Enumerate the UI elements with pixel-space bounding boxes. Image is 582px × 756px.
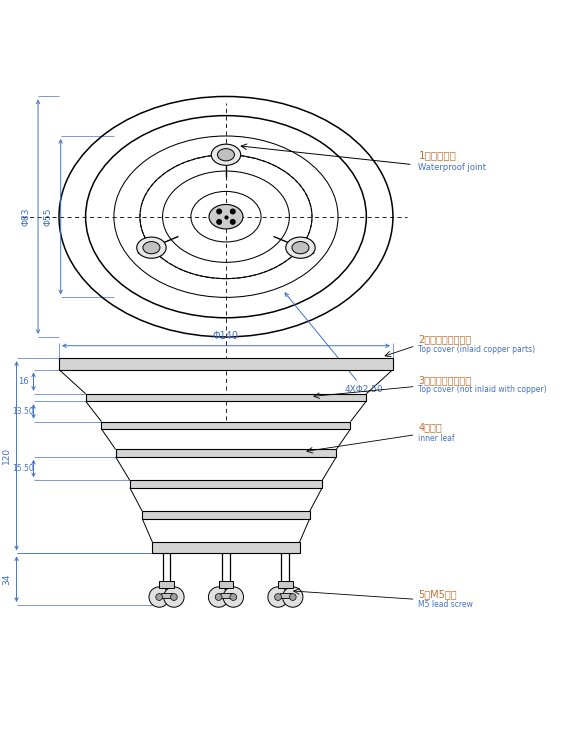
Text: Φ55: Φ55 — [44, 207, 53, 226]
Text: Top cover (not inlaid with copper): Top cover (not inlaid with copper) — [418, 386, 547, 395]
Text: 4、内叶: 4、内叶 — [418, 423, 442, 432]
Ellipse shape — [211, 144, 241, 166]
Ellipse shape — [292, 242, 309, 254]
Text: 34: 34 — [2, 574, 11, 585]
Bar — [159, 581, 174, 588]
Circle shape — [230, 593, 237, 600]
Bar — [59, 358, 393, 370]
Ellipse shape — [137, 237, 166, 259]
Circle shape — [215, 593, 222, 600]
Ellipse shape — [218, 149, 235, 161]
Text: Φ140: Φ140 — [213, 330, 239, 341]
Text: inner leaf: inner leaf — [418, 433, 455, 442]
Circle shape — [217, 209, 221, 214]
Circle shape — [283, 587, 303, 607]
Text: 5、M5丝杆: 5、M5丝杆 — [418, 589, 457, 600]
Circle shape — [156, 593, 162, 600]
Circle shape — [208, 587, 229, 607]
Circle shape — [171, 593, 178, 600]
Bar — [161, 593, 172, 598]
Bar — [278, 581, 293, 588]
Text: M5 lead screw: M5 lead screw — [418, 600, 473, 609]
Bar — [152, 542, 300, 553]
Circle shape — [268, 587, 288, 607]
Bar — [219, 581, 233, 588]
Bar — [221, 593, 232, 598]
Bar — [142, 511, 310, 519]
Circle shape — [275, 593, 282, 600]
Text: Top cover (inlaid copper parts): Top cover (inlaid copper parts) — [418, 345, 535, 354]
Bar — [86, 394, 366, 401]
Text: 120: 120 — [2, 448, 11, 464]
Text: 13.50: 13.50 — [12, 407, 34, 416]
Circle shape — [164, 587, 184, 607]
Circle shape — [223, 587, 243, 607]
Circle shape — [149, 587, 169, 607]
Text: Φ83: Φ83 — [21, 207, 30, 226]
Text: 4XΦ2.50: 4XΦ2.50 — [285, 293, 384, 394]
Circle shape — [217, 220, 221, 225]
Text: 16: 16 — [18, 377, 29, 386]
Circle shape — [230, 209, 235, 214]
Bar — [280, 593, 291, 598]
Ellipse shape — [143, 242, 160, 254]
Text: 3、顶盖（不镌锐）: 3、顶盖（不镌锐） — [418, 375, 471, 385]
Text: 1、防水接头: 1、防水接头 — [418, 150, 456, 160]
Circle shape — [289, 593, 296, 600]
Text: 2、顶盖（镌锐件）: 2、顶盖（镌锐件） — [418, 335, 471, 345]
Ellipse shape — [209, 204, 243, 229]
Bar — [130, 480, 322, 488]
Ellipse shape — [286, 237, 315, 259]
Text: Waterproof joint: Waterproof joint — [418, 163, 487, 172]
Circle shape — [230, 220, 235, 225]
Bar — [116, 450, 336, 457]
Text: 15.50: 15.50 — [12, 464, 34, 473]
Bar — [101, 422, 350, 429]
